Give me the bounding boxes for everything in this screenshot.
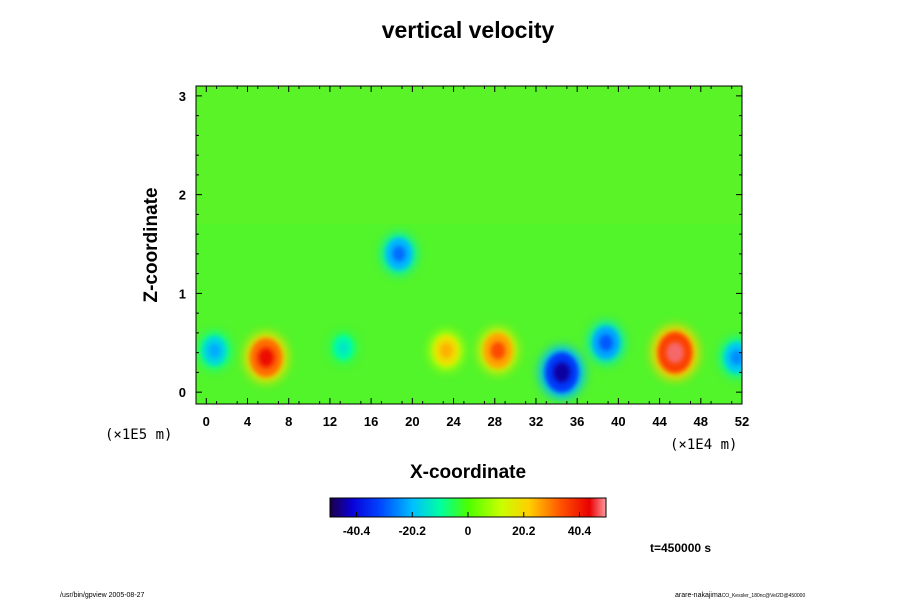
downdraft-core (730, 349, 742, 366)
downdraft-core (553, 362, 571, 383)
colorbar-tick-label: 40.4 (568, 524, 592, 538)
plot-frame (195, 85, 743, 405)
downdraft-core (392, 245, 406, 262)
x-tick-label: 12 (323, 414, 337, 429)
chart-title: vertical velocity (382, 17, 555, 43)
colorbar-tick-label: -40.4 (343, 524, 371, 538)
footer-right: arare-nakajimaCO_Kessler_180nc@Vel2D@450… (675, 592, 805, 599)
x-tick-label: 28 (488, 414, 502, 429)
plot-area (196, 86, 742, 404)
x-tick-label: 52 (735, 414, 749, 429)
z-axis-label: Z-coordinate (141, 187, 162, 302)
x-unit-label: (×1E4 m) (670, 437, 737, 453)
x-tick-label: 48 (694, 414, 708, 429)
z-tick-label: 0 (179, 385, 186, 400)
x-tick-label: 40 (611, 414, 625, 429)
upper-field-band (196, 86, 742, 224)
updraft-core (440, 343, 453, 359)
footer-left: /usr/bin/gpview 2005-08-27 (60, 592, 145, 599)
x-axis: 0 4 8 12 16 20 24 28 32 36 40 44 48 52 (203, 86, 749, 429)
x-tick-label: 0 (203, 414, 210, 429)
x-tick-label: 20 (405, 414, 419, 429)
z-tick-label: 1 (179, 286, 186, 301)
z-tick-label: 2 (179, 188, 186, 203)
x-tick-label: 4 (244, 414, 252, 429)
updraft-core (490, 341, 506, 360)
x-tick-label: 36 (570, 414, 584, 429)
time-label: t=450000 s (650, 541, 711, 555)
downdraft-core (338, 341, 349, 354)
colorbar-tick-label: 20.2 (512, 524, 536, 538)
z-unit-label: (×1E5 m) (105, 427, 172, 443)
colorbar-tick-label: -20.2 (399, 524, 427, 538)
x-tick-label: 32 (529, 414, 543, 429)
x-axis-label: X-coordinate (410, 462, 526, 483)
colorbar-tick-label: 0 (465, 524, 472, 538)
footer-right-small: CO_Kessler_180nc@Vel2D@450000 (722, 593, 806, 599)
x-tick-label: 24 (446, 414, 461, 429)
updraft-core (666, 342, 684, 364)
footer-right-main: arare-nakajima (675, 592, 722, 599)
x-tick-label: 44 (652, 414, 667, 429)
downdraft-core (599, 334, 613, 352)
colorbar-ticks: -40.4 -20.2 0 20.2 40.4 (343, 512, 592, 538)
downdraft-core (208, 343, 221, 358)
field-features (198, 233, 742, 399)
x-tick-label: 8 (285, 414, 292, 429)
x-tick-label: 16 (364, 414, 378, 429)
updraft-core (257, 347, 275, 368)
z-axis: 0 1 2 3 (179, 89, 742, 400)
z-tick-label: 3 (179, 89, 186, 104)
